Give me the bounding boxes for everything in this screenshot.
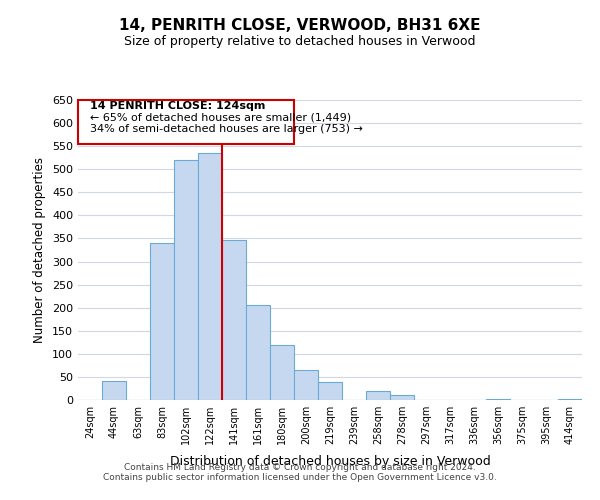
Bar — [222, 240, 246, 400]
Bar — [294, 370, 318, 400]
Bar — [558, 399, 582, 400]
Text: 34% of semi-detached houses are larger (753) →: 34% of semi-detached houses are larger (… — [90, 124, 363, 134]
Bar — [246, 306, 270, 400]
Bar — [174, 160, 198, 400]
Bar — [390, 396, 414, 400]
Bar — [150, 242, 174, 400]
Text: Size of property relative to detached houses in Verwood: Size of property relative to detached ho… — [124, 35, 476, 48]
Bar — [102, 381, 126, 400]
Text: 14, PENRITH CLOSE, VERWOOD, BH31 6XE: 14, PENRITH CLOSE, VERWOOD, BH31 6XE — [119, 18, 481, 32]
Y-axis label: Number of detached properties: Number of detached properties — [34, 157, 46, 343]
Text: Contains HM Land Registry data © Crown copyright and database right 2024.
Contai: Contains HM Land Registry data © Crown c… — [103, 463, 497, 482]
Text: 14 PENRITH CLOSE: 124sqm: 14 PENRITH CLOSE: 124sqm — [90, 100, 265, 110]
Bar — [366, 391, 390, 400]
Bar — [486, 399, 510, 400]
FancyBboxPatch shape — [78, 100, 294, 144]
Bar — [270, 344, 294, 400]
Bar — [198, 152, 222, 400]
Bar — [318, 382, 342, 400]
X-axis label: Distribution of detached houses by size in Verwood: Distribution of detached houses by size … — [170, 456, 490, 468]
Text: ← 65% of detached houses are smaller (1,449): ← 65% of detached houses are smaller (1,… — [90, 112, 351, 122]
